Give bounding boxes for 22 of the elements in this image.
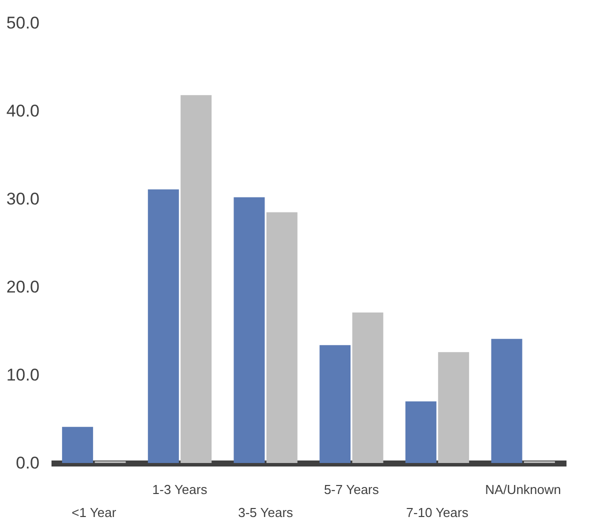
y-tick-label: 20.0 [6,278,40,296]
y-tick-label: 10.0 [6,366,40,384]
bar [180,95,212,463]
bar [491,338,522,463]
y-tick-label: 50.0 [6,14,40,32]
bar [352,312,384,463]
y-tick-label: 30.0 [6,190,40,208]
y-tick-label: 0.0 [16,454,40,472]
x-tick-label: 7-10 Years [406,505,469,520]
x-tick-label: 3-5 Years [238,505,294,520]
x-tick-label: <1 Year [72,505,117,520]
bar [266,212,298,463]
bar [405,401,436,463]
bar [438,352,470,463]
y-tick-label: 40.0 [6,102,40,120]
x-tick-label: 5-7 Years [324,482,380,497]
x-tick-label: NA/Unknown [485,482,562,497]
bar [148,189,179,463]
bar [234,197,265,463]
bar [62,426,94,463]
bar [320,345,351,463]
x-tick-label: 1-3 Years [152,482,208,497]
